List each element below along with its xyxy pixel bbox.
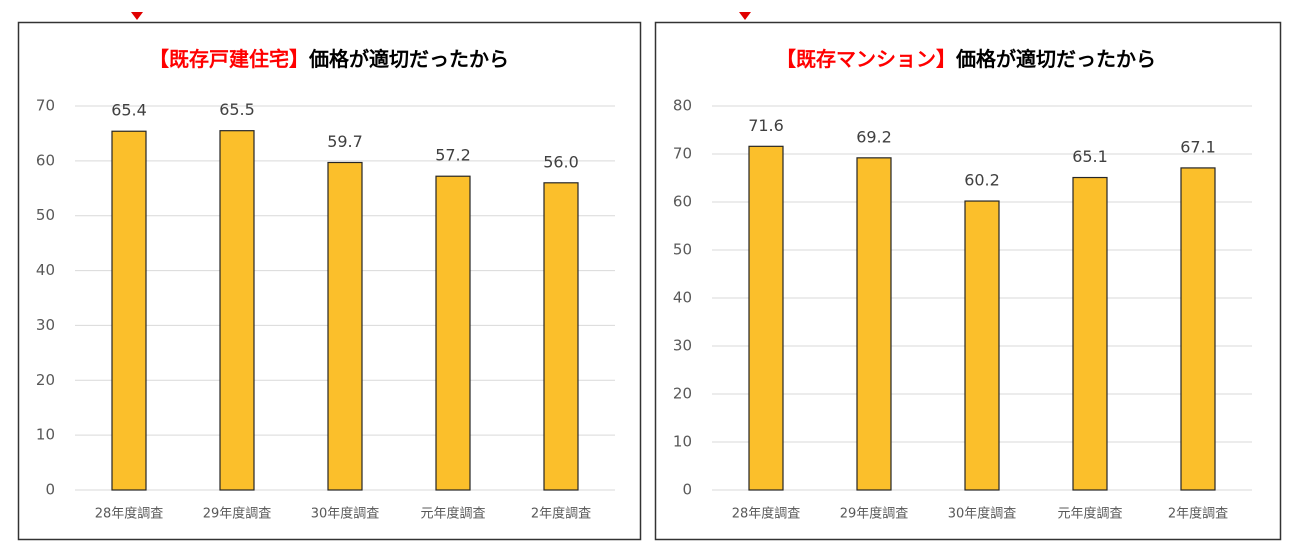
x-tick-label: 元年度調査	[1057, 506, 1122, 522]
bar	[748, 145, 784, 491]
y-tick-label: 10	[673, 433, 692, 451]
x-tick-label: 元年度調査	[420, 506, 485, 522]
bar	[1180, 167, 1216, 491]
value-label: 65.4	[111, 101, 147, 120]
y-tick-label: 0	[45, 481, 55, 499]
y-tick-label: 0	[682, 481, 692, 499]
y-tick-label: 50	[36, 206, 55, 224]
chart-frame	[17, 21, 642, 541]
chart-frame	[654, 21, 1282, 541]
bar	[219, 130, 255, 491]
y-tick-label: 70	[673, 145, 692, 163]
y-tick-label: 40	[36, 261, 55, 279]
x-tick-label: 2年度調査	[531, 506, 591, 522]
value-label: 67.1	[1180, 137, 1216, 156]
value-label: 56.0	[543, 152, 579, 171]
value-label: 59.7	[327, 132, 363, 151]
marker	[739, 12, 751, 20]
bar	[543, 182, 579, 491]
y-tick-label: 40	[673, 289, 692, 307]
y-tick-label: 20	[673, 385, 692, 403]
y-tick-label: 30	[673, 337, 692, 355]
title-text: 価格が適切だったから	[955, 47, 1156, 71]
x-tick-label: 28年度調査	[95, 506, 164, 522]
title-text: 価格が適切だったから	[308, 47, 509, 71]
chart-title: 【既存戸建住宅】価格が適切だったから	[149, 47, 509, 71]
y-tick-label: 70	[36, 97, 55, 115]
bar	[111, 130, 147, 491]
value-label: 65.1	[1072, 147, 1108, 166]
chart-title: 【既存マンション】価格が適切だったから	[776, 47, 1156, 71]
bar	[964, 200, 1000, 491]
x-tick-label: 2年度調査	[1168, 506, 1228, 522]
y-tick-label: 10	[36, 426, 55, 444]
y-tick-label: 50	[673, 241, 692, 259]
x-tick-label: 30年度調査	[948, 506, 1017, 522]
x-tick-label: 29年度調査	[840, 506, 909, 522]
y-tick-label: 30	[36, 316, 55, 334]
value-label: 69.2	[856, 127, 892, 146]
value-label: 57.2	[435, 146, 471, 165]
y-tick-label: 20	[36, 371, 55, 389]
bar	[1072, 176, 1108, 491]
y-tick-label: 80	[673, 97, 692, 115]
title-highlight: 【既存戸建住宅】	[149, 47, 309, 71]
value-label: 65.5	[219, 100, 255, 119]
bar	[856, 157, 892, 491]
bar	[435, 175, 471, 491]
value-label: 71.6	[748, 116, 784, 135]
y-tick-label: 60	[673, 193, 692, 211]
x-tick-label: 29年度調査	[203, 506, 272, 522]
x-tick-label: 30年度調査	[311, 506, 380, 522]
x-tick-label: 28年度調査	[732, 506, 801, 522]
marker	[131, 12, 143, 20]
bar	[327, 161, 363, 491]
value-label: 60.2	[964, 171, 1000, 190]
y-tick-label: 60	[36, 151, 55, 169]
title-highlight: 【既存マンション】	[776, 47, 956, 71]
